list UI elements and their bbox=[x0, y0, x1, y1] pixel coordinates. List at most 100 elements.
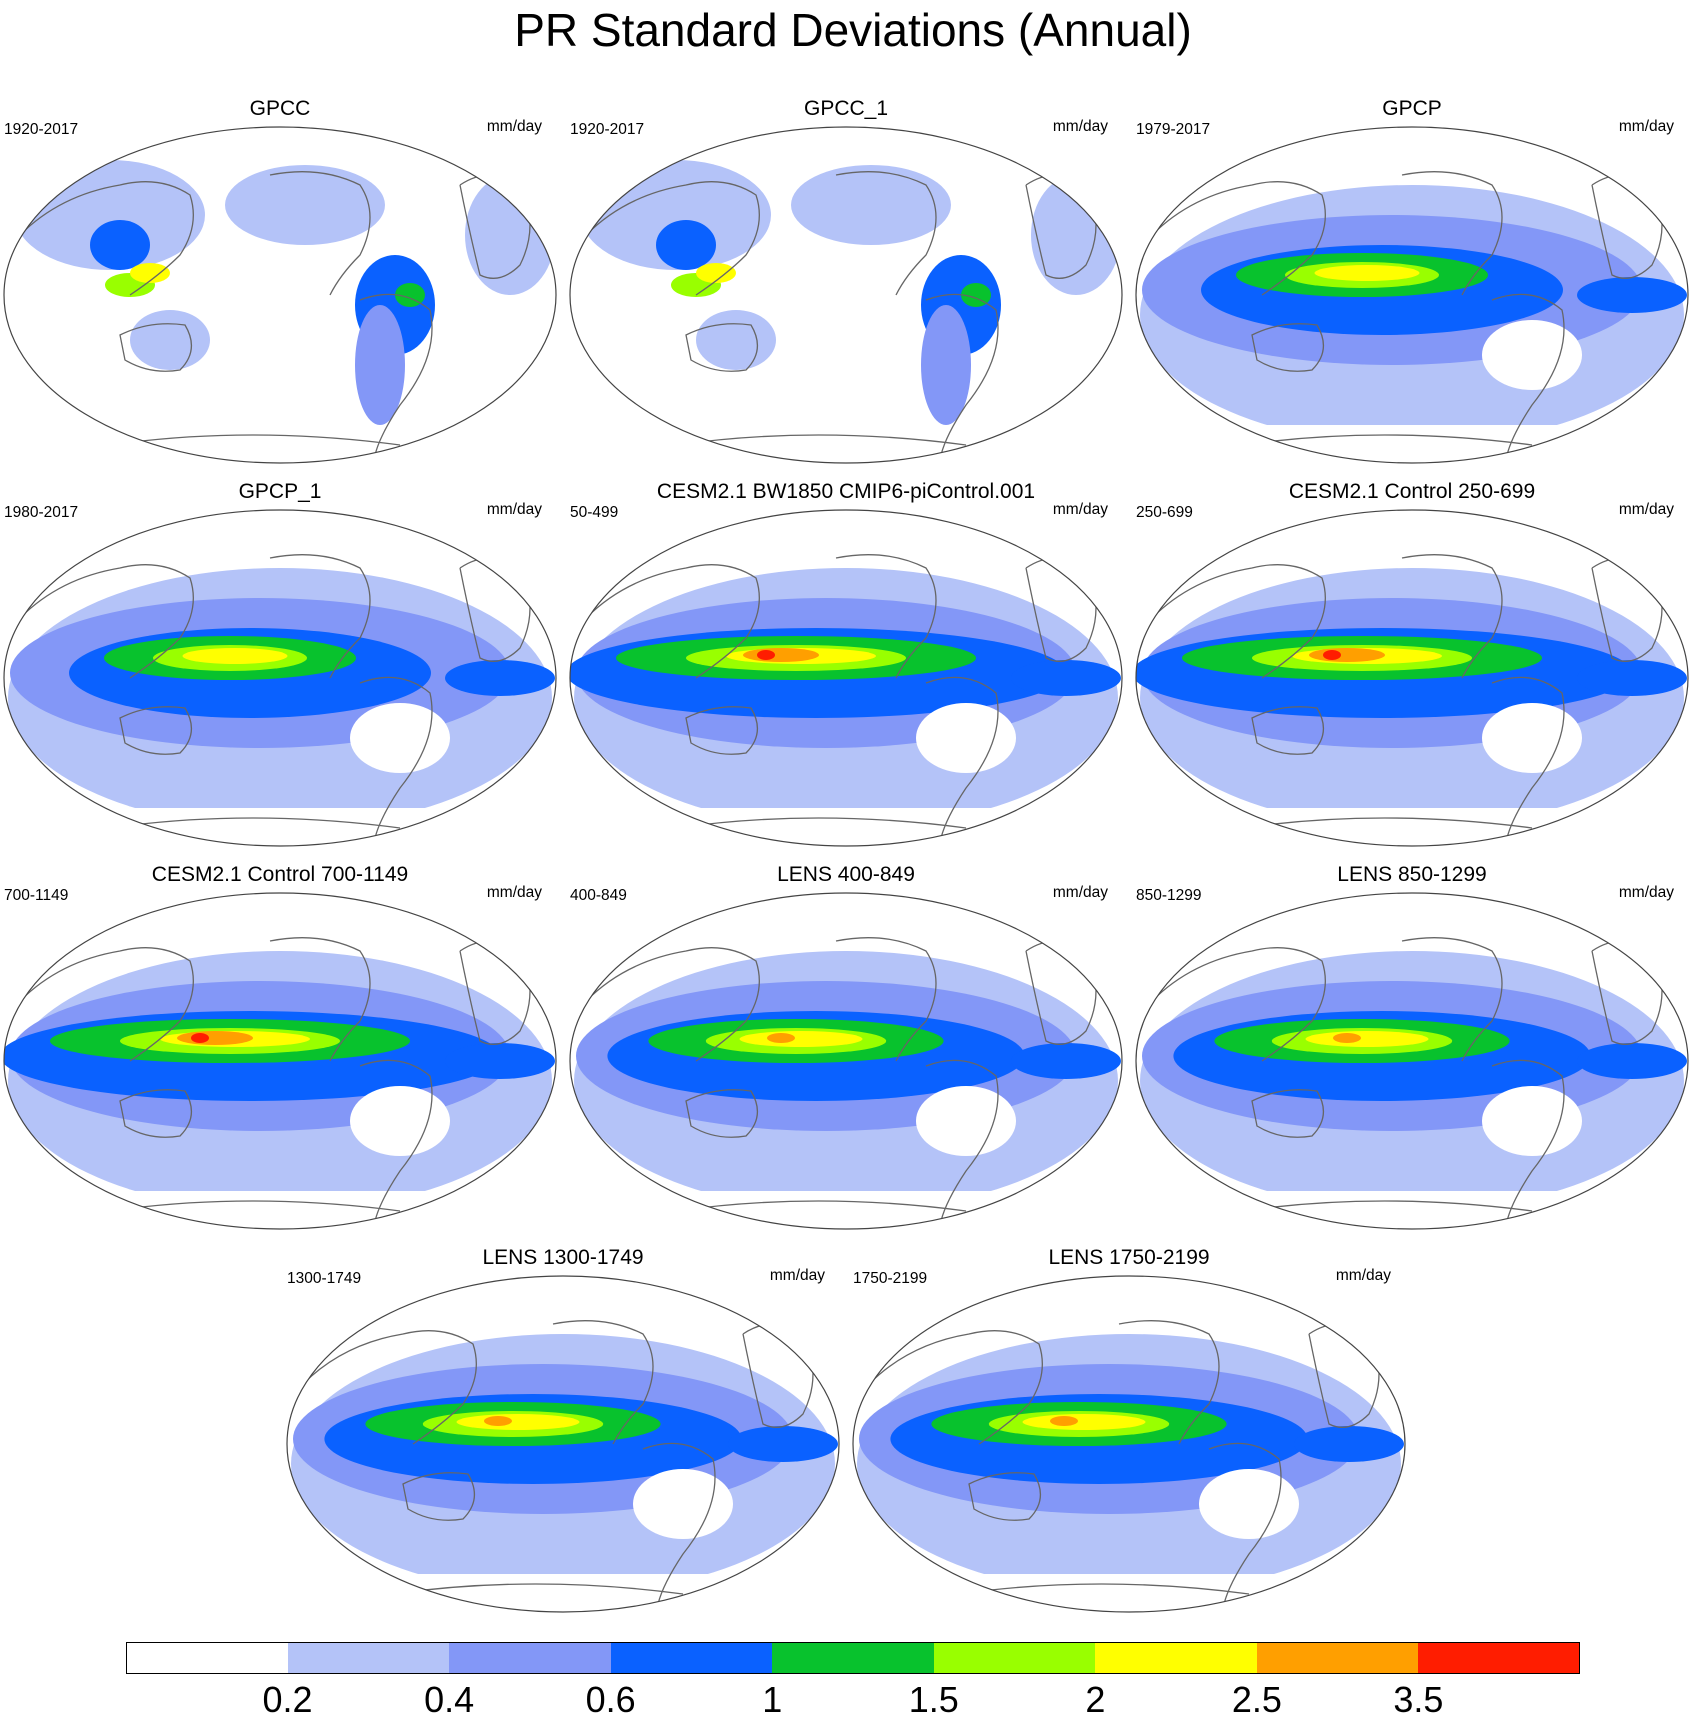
map-panel: LENS 1300-1749 1300-1749 mm/day bbox=[283, 1246, 843, 1624]
panel-units-label: mm/day bbox=[486, 118, 542, 135]
panel-period-label: 1300-1749 bbox=[287, 1270, 362, 1287]
map-border bbox=[569, 892, 1123, 1230]
precip-contour bbox=[1577, 277, 1687, 313]
precip-contour bbox=[1294, 1426, 1404, 1462]
precip-contour bbox=[1333, 1033, 1361, 1043]
panel-units-label: mm/day bbox=[1052, 501, 1108, 518]
world-map bbox=[3, 509, 557, 847]
coastlines bbox=[585, 171, 1097, 456]
panel-period-label: 850-1299 bbox=[1136, 887, 1202, 904]
colorbar-swatch bbox=[287, 1642, 450, 1674]
precip-contour bbox=[1482, 1086, 1582, 1156]
precip-contour bbox=[484, 1416, 512, 1426]
colorbar-swatch bbox=[610, 1642, 773, 1674]
panel-title: CESM2.1 Control 250-699 bbox=[1288, 480, 1536, 503]
precip-contour bbox=[456, 1414, 580, 1430]
world-map bbox=[1135, 892, 1689, 1230]
precip-contour bbox=[445, 1043, 555, 1079]
precip-contour bbox=[656, 220, 716, 270]
figure-title: PR Standard Deviations (Annual) bbox=[514, 4, 1192, 56]
panel-title: GPCP bbox=[1382, 97, 1442, 120]
colorbar-tick-label: 3.5 bbox=[1393, 1679, 1444, 1720]
panel-title: LENS 850-1299 bbox=[1337, 863, 1487, 886]
panel-title: LENS 1750-2199 bbox=[1048, 1246, 1210, 1269]
panel-period-label: 1920-2017 bbox=[570, 121, 645, 138]
precip-contour bbox=[130, 310, 210, 370]
panel-title: GPCC_1 bbox=[803, 97, 889, 120]
world-map bbox=[1135, 126, 1689, 464]
precip-contour bbox=[1305, 1031, 1429, 1047]
precip-contour bbox=[1199, 1469, 1299, 1539]
precip-contour bbox=[130, 263, 170, 283]
map-panel: GPCP_1 1980-2017 mm/day bbox=[0, 480, 560, 858]
precip-contour bbox=[182, 648, 288, 664]
map-panel: CESM2.1 Control 700-1149 700-1149 mm/day bbox=[0, 863, 560, 1241]
precip-contour bbox=[916, 703, 1016, 773]
precip-contour bbox=[633, 1469, 733, 1539]
precip-contour bbox=[191, 1033, 209, 1043]
panel-period-label: 50-499 bbox=[570, 504, 619, 521]
panel-units-label: mm/day bbox=[769, 1267, 825, 1284]
map-panel: LENS 1750-2199 1750-2199 mm/day bbox=[849, 1246, 1409, 1624]
colorbar-tick-label: 2 bbox=[1085, 1679, 1106, 1720]
panel-title: GPCP_1 bbox=[238, 480, 322, 503]
map-panel: CESM2.1 Control 250-699 250-699 mm/day bbox=[1132, 480, 1692, 858]
precip-contour bbox=[767, 1033, 795, 1043]
precip-contour bbox=[1050, 1416, 1078, 1426]
panel-period-label: 1750-2199 bbox=[853, 1270, 928, 1287]
precip-contour bbox=[791, 165, 951, 245]
precip-contour bbox=[1022, 1414, 1146, 1430]
panel-period-label: 1980-2017 bbox=[4, 504, 79, 521]
precip-contour bbox=[445, 660, 555, 696]
map-border bbox=[1135, 892, 1689, 1230]
colorbar-tick-label: 0.6 bbox=[585, 1679, 636, 1720]
map-border bbox=[1135, 126, 1689, 464]
coastlines bbox=[19, 554, 531, 839]
map-border bbox=[3, 126, 557, 464]
map-border bbox=[3, 509, 557, 847]
panel-units-label: mm/day bbox=[1052, 118, 1108, 135]
map-border bbox=[852, 1275, 1406, 1613]
map-border bbox=[569, 509, 1123, 847]
precip-contour bbox=[1314, 265, 1420, 281]
panel-title: GPCC bbox=[249, 97, 311, 120]
precip-contour bbox=[1577, 1043, 1687, 1079]
precip-contour bbox=[728, 1426, 838, 1462]
precip-contour bbox=[696, 310, 776, 370]
coastlines bbox=[868, 1320, 1380, 1605]
panel-units-label: mm/day bbox=[1618, 501, 1674, 518]
colorbar-tick-label: 0.4 bbox=[424, 1679, 475, 1720]
panel-units-label: mm/day bbox=[1335, 1267, 1391, 1284]
world-map bbox=[852, 1275, 1406, 1613]
precip-contour bbox=[1309, 648, 1385, 662]
precip-contour bbox=[350, 1086, 450, 1156]
colorbar-swatch bbox=[933, 1642, 1096, 1674]
precip-contour bbox=[1011, 660, 1121, 696]
panel-period-label: 250-699 bbox=[1136, 504, 1193, 521]
colorbar-swatch bbox=[772, 1642, 934, 1674]
colorbar-swatch bbox=[1418, 1642, 1580, 1674]
world-map bbox=[286, 1275, 840, 1613]
panel-period-label: 400-849 bbox=[570, 887, 627, 904]
panel-title: CESM2.1 BW1850 CMIP6-piControl.001 bbox=[656, 480, 1036, 503]
colorbar-swatch bbox=[1256, 1642, 1419, 1674]
colorbar-tick-label: 2.5 bbox=[1231, 1679, 1282, 1720]
precip-contour bbox=[1577, 660, 1687, 696]
map-border bbox=[569, 126, 1123, 464]
map-panel: GPCC_1 1920-2017 mm/day bbox=[566, 97, 1126, 475]
panel-units-label: mm/day bbox=[1618, 884, 1674, 901]
panel-period-label: 1979-2017 bbox=[1136, 121, 1211, 138]
precip-contour bbox=[1482, 320, 1582, 390]
map-panel: CESM2.1 BW1850 CMIP6-piControl.001 50-499… bbox=[566, 480, 1126, 858]
panel-period-label: 700-1149 bbox=[4, 887, 69, 904]
map-panel: GPCP 1979-2017 mm/day bbox=[1132, 97, 1692, 475]
precip-contour bbox=[1323, 650, 1341, 660]
panel-units-label: mm/day bbox=[486, 501, 542, 518]
map-panel: LENS 400-849 400-849 mm/day bbox=[566, 863, 1126, 1241]
colorbar-tick-label: 1 bbox=[762, 1679, 783, 1720]
precip-contour bbox=[225, 165, 385, 245]
panel-units-label: mm/day bbox=[1052, 884, 1108, 901]
world-map bbox=[569, 509, 1123, 847]
map-panel: LENS 850-1299 850-1299 mm/day bbox=[1132, 863, 1692, 1241]
world-map bbox=[569, 126, 1123, 464]
